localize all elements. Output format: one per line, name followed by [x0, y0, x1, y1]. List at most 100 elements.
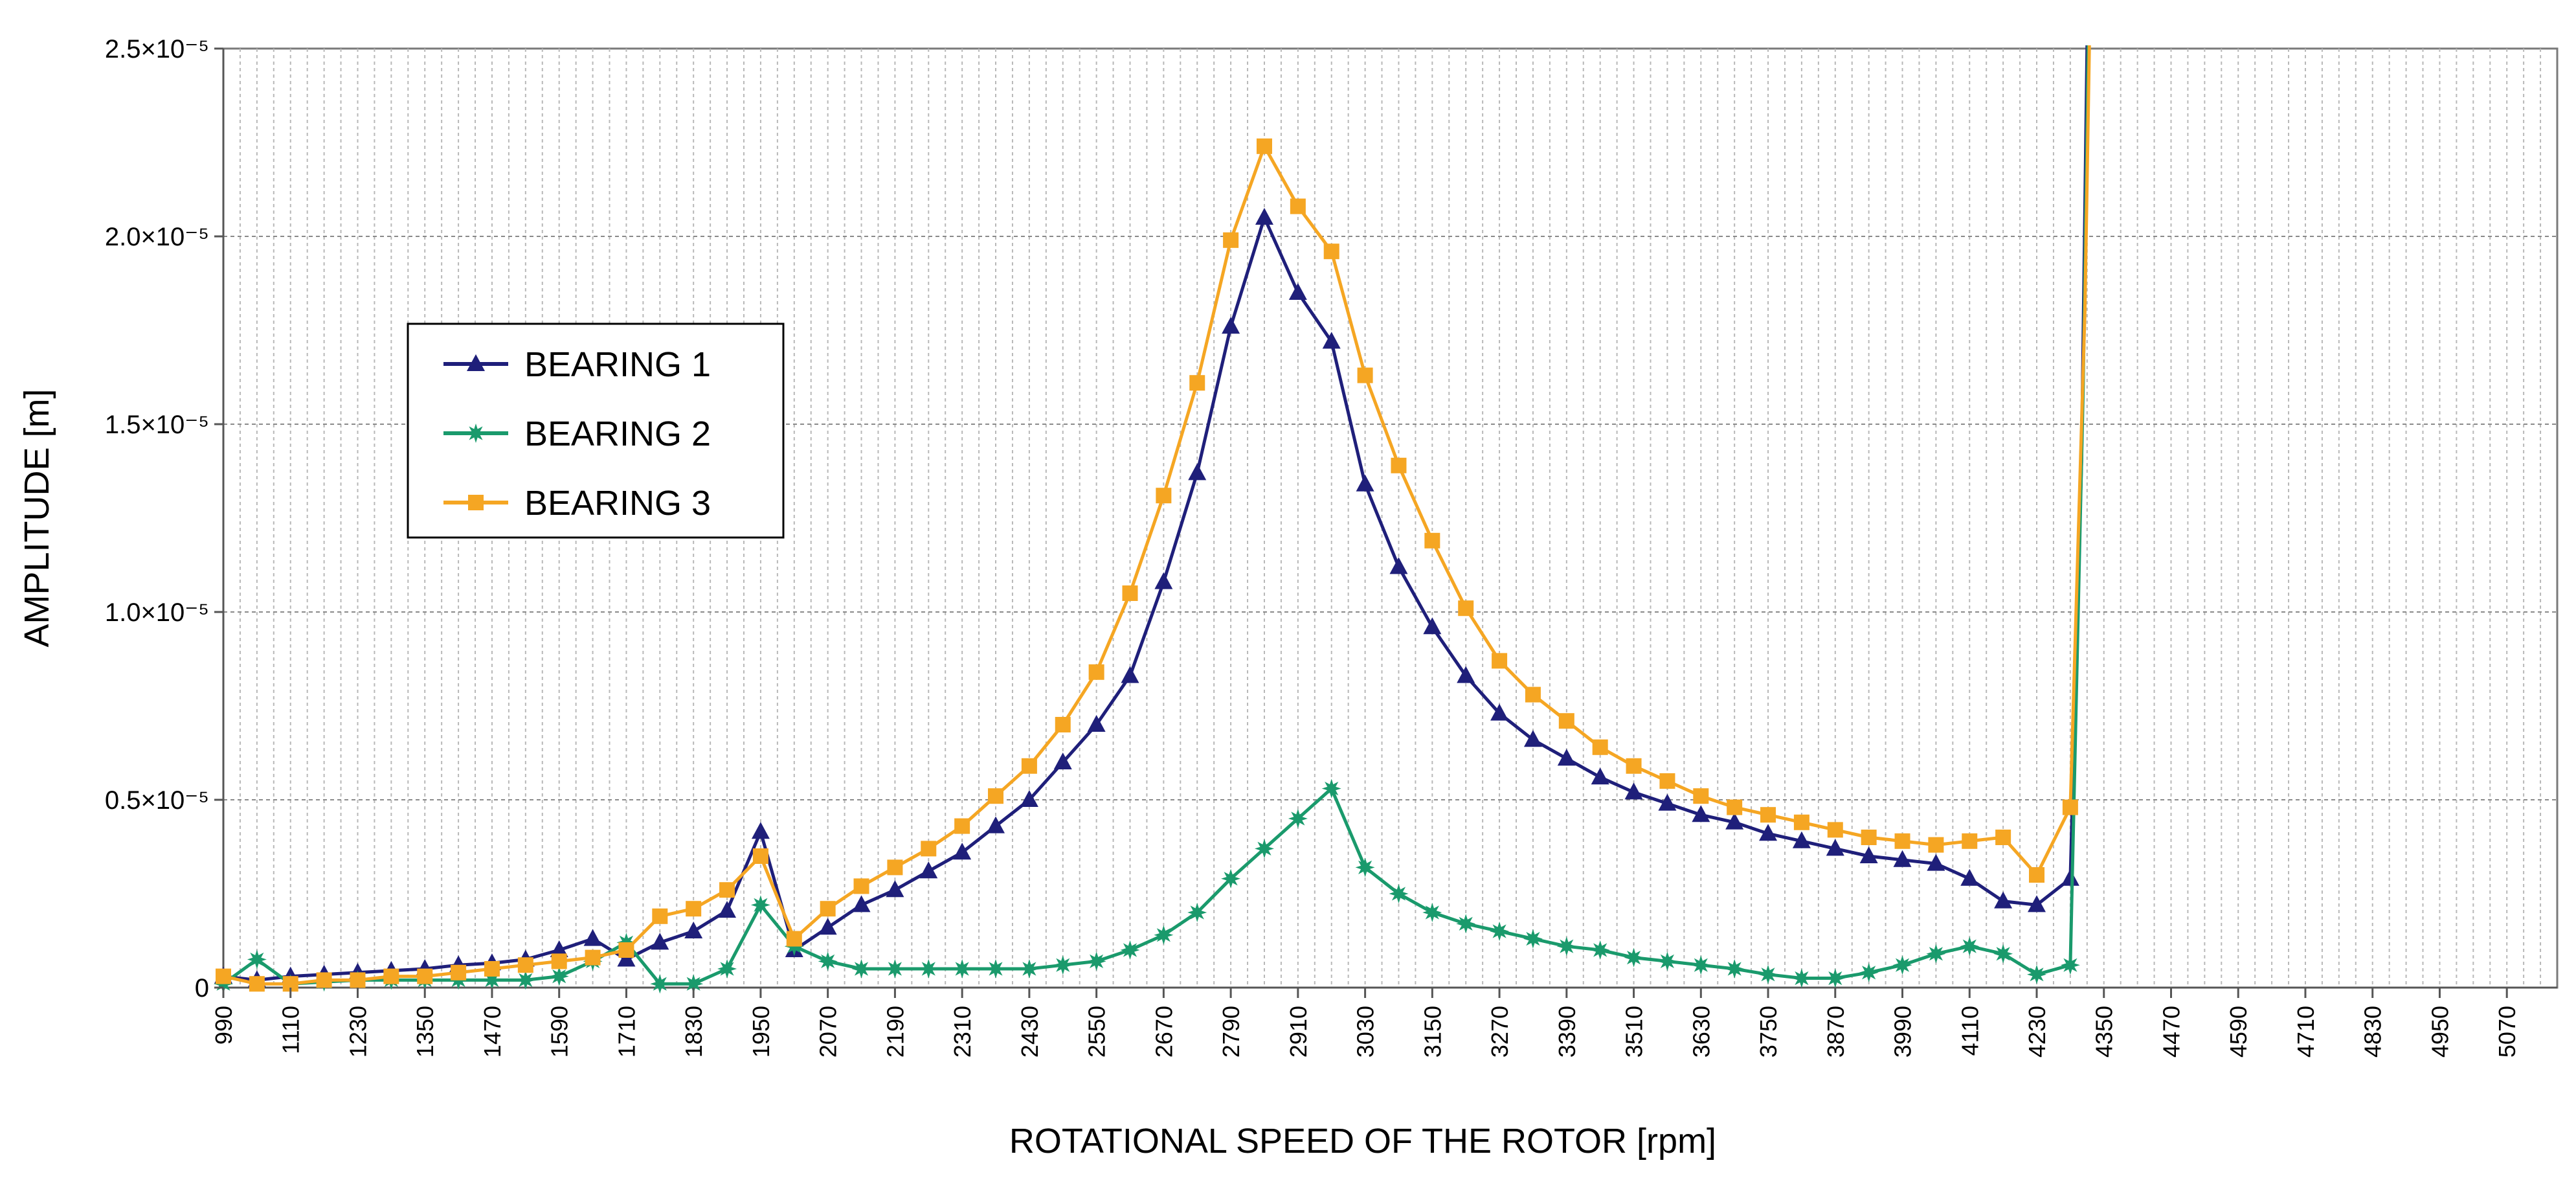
data-point-star [1490, 922, 1510, 941]
data-point-triangle [1188, 463, 1207, 481]
data-point-triangle [583, 929, 602, 946]
data-point-square [1223, 232, 1239, 248]
x-tick-label: 4350 [2091, 1006, 2118, 1058]
y-tick-label: 1.5×10⁻⁵ [105, 411, 209, 439]
data-point-square [786, 931, 802, 947]
legend-item: BEARING 2 [443, 414, 711, 453]
y-tick-label: 2.0×10⁻⁵ [105, 223, 209, 251]
data-point-triangle [1020, 790, 1038, 807]
data-point-square [1088, 664, 1104, 680]
legend-item: BEARING 1 [443, 345, 711, 384]
data-point-square [1391, 457, 1407, 473]
x-tick-label: 3150 [1419, 1006, 1446, 1058]
data-point-star [549, 966, 569, 986]
data-point-triangle [1053, 753, 1072, 769]
data-point-square [1727, 799, 1743, 815]
data-point-square [618, 942, 634, 958]
data-point-triangle [651, 933, 669, 950]
data-point-triangle [1222, 317, 1240, 334]
data-point-triangle [1624, 782, 1643, 800]
data-point-triangle [1322, 332, 1341, 349]
x-tick-label: 3390 [1554, 1006, 1580, 1058]
data-point-square [887, 859, 903, 876]
data-point-star [717, 959, 737, 979]
x-tick-label: 2430 [1016, 1006, 1043, 1058]
x-tick-label: 990 [210, 1006, 237, 1045]
data-point-square [1626, 758, 1642, 774]
data-point-star [952, 959, 972, 979]
data-point-star [466, 424, 486, 443]
x-tick-label: 1470 [479, 1006, 506, 1058]
x-tick-label: 3270 [1486, 1006, 1513, 1058]
data-point-square [1122, 585, 1138, 601]
data-point-star [1791, 968, 1811, 988]
data-point-triangle [987, 816, 1005, 833]
data-point-star [1960, 936, 1980, 957]
data-point-star [885, 959, 905, 979]
x-tick-label: 2070 [815, 1006, 842, 1058]
data-point-square [1894, 833, 1910, 849]
data-point-square [820, 901, 836, 917]
data-point-star [1892, 955, 1912, 975]
data-point-star [919, 959, 939, 979]
data-point-star [818, 951, 838, 971]
data-point-star [515, 970, 535, 990]
data-point-square [1256, 138, 1272, 154]
axes [222, 49, 2557, 989]
data-point-triangle [818, 918, 837, 935]
data-point-triangle [1994, 891, 2013, 909]
data-point-triangle [684, 922, 703, 938]
series-layer [214, 45, 2091, 994]
data-point-square [1021, 758, 1037, 774]
data-point-triangle [1288, 283, 1307, 300]
data-point-star [986, 959, 1005, 979]
data-point-star [1221, 868, 1241, 889]
data-point-square [1357, 367, 1373, 383]
data-point-triangle [1154, 572, 1173, 589]
data-point-square [1793, 814, 1809, 830]
data-point-star [1926, 944, 1946, 964]
data-point-square [1827, 822, 1843, 838]
data-point-square [1424, 532, 1440, 549]
data-point-star [1657, 951, 1677, 971]
legend-item: BEARING 3 [443, 484, 711, 523]
data-point-triangle [1121, 666, 1139, 683]
data-point-square [585, 949, 601, 966]
data-point-star [750, 895, 770, 915]
data-point-star [1422, 903, 1442, 922]
data-point-triangle [1725, 812, 1744, 830]
data-point-triangle [953, 843, 972, 860]
data-point-triangle [751, 822, 770, 839]
data-point-star [1725, 959, 1745, 979]
data-point-triangle [1423, 617, 1442, 635]
data-point-star [1053, 955, 1073, 975]
data-point-star [1556, 936, 1576, 957]
x-tick-label: 3510 [1621, 1006, 1648, 1058]
data-point-square [417, 968, 433, 984]
x-tick-label: 2550 [1084, 1006, 1110, 1058]
data-point-star [684, 974, 704, 994]
data-point-square [2029, 867, 2045, 883]
data-point-square [1760, 807, 1776, 823]
data-point-square [752, 848, 768, 864]
x-tick-label: 4110 [1956, 1006, 1983, 1056]
data-point-square [1558, 713, 1574, 729]
y-tick-label: 0 [195, 974, 209, 1002]
data-point-square [517, 957, 533, 973]
series-line [222, 45, 2090, 986]
data-point-star [851, 959, 871, 979]
data-point-square [1995, 830, 2011, 845]
data-point-square [719, 882, 735, 898]
data-point-star [1859, 962, 1879, 982]
y-tick-label: 2.5×10⁻⁵ [105, 35, 209, 63]
data-point-square [1189, 375, 1205, 391]
data-point-triangle [467, 354, 485, 371]
data-point-star [1624, 947, 1644, 968]
x-tick-label: 4230 [2024, 1006, 2050, 1058]
data-point-triangle [1927, 854, 1945, 871]
data-point-square [686, 901, 702, 917]
data-point-triangle [1859, 846, 1878, 863]
data-point-triangle [1457, 666, 1475, 683]
data-point-star [1590, 940, 1610, 960]
